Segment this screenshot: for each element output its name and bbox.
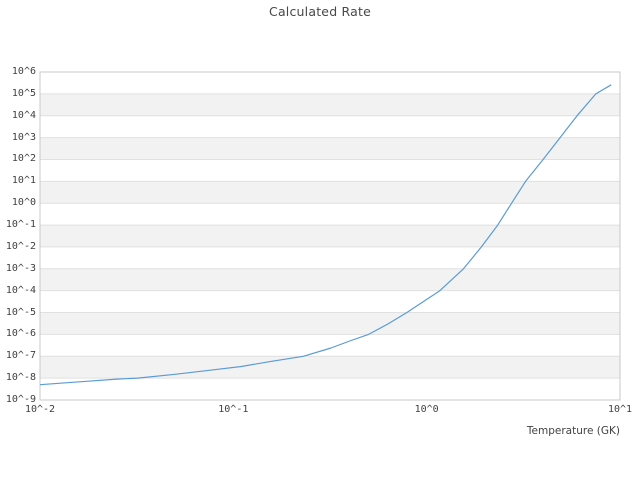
y-tick-label: 10^-5 xyxy=(5,306,36,318)
plot-band xyxy=(40,137,620,160)
y-tick-label: 10^-7 xyxy=(5,350,36,362)
plot-band xyxy=(40,334,620,357)
plot-border xyxy=(39,71,621,401)
plot-band xyxy=(40,159,620,182)
rate-line-series xyxy=(39,84,612,386)
plot-band xyxy=(40,312,620,335)
plot-band xyxy=(40,225,620,247)
plot-band xyxy=(40,181,620,204)
y-tick-label: 10^4 xyxy=(11,109,36,121)
plot-band xyxy=(40,356,620,379)
x-tick-label: 10^0 xyxy=(414,404,439,415)
x-tick-label: 10^-1 xyxy=(218,404,249,415)
y-tick-label: 10^0 xyxy=(11,197,36,209)
chart-title: Calculated Rate xyxy=(269,4,371,19)
plot-band xyxy=(40,268,620,291)
plot-band xyxy=(40,378,620,400)
plot-band xyxy=(40,72,620,94)
plot-band xyxy=(40,203,620,226)
x-axis-title: Temperature (GK) xyxy=(526,425,620,437)
y-tick-label: 10^-4 xyxy=(5,284,36,296)
y-tick-label: 10^6 xyxy=(11,66,36,77)
y-tick-label: 10^-2 xyxy=(5,240,36,252)
y-tick-label: 10^2 xyxy=(11,153,36,165)
y-tick-label: 10^-6 xyxy=(5,328,36,340)
y-tick-label: 10^-8 xyxy=(5,372,36,384)
plot-band xyxy=(40,93,620,116)
plot-band xyxy=(40,115,620,138)
y-tick-label: 10^-1 xyxy=(5,219,36,231)
plot-band xyxy=(40,290,620,313)
x-tick-label: 10^1 xyxy=(607,404,633,415)
y-tick-label: 10^-9 xyxy=(5,394,36,405)
y-tick-label: 10^3 xyxy=(11,131,36,143)
y-tick-label: 10^5 xyxy=(11,87,36,99)
y-tick-label: 10^-3 xyxy=(5,262,36,274)
y-tick-label: 10^1 xyxy=(11,175,36,187)
plot-band xyxy=(40,246,620,269)
x-tick-label: 10^-2 xyxy=(24,404,56,415)
